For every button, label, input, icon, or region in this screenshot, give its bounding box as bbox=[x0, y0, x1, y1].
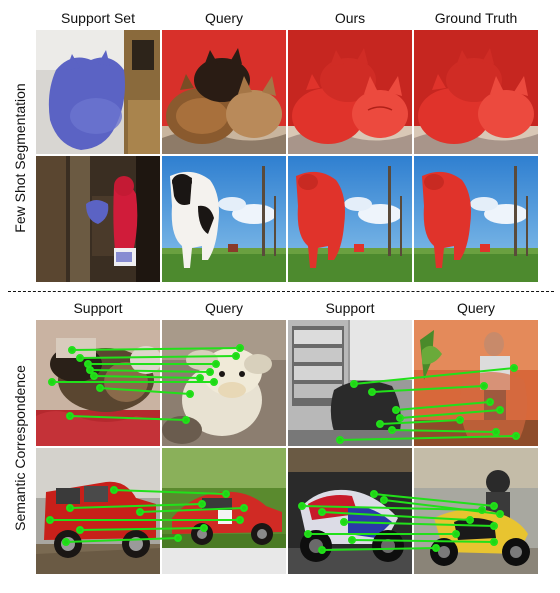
support-image-room bbox=[288, 320, 412, 446]
query-image-man bbox=[414, 320, 538, 446]
ground-truth-image-cow bbox=[414, 156, 538, 282]
header-support-right: Support bbox=[325, 300, 375, 316]
header-query-left: Query bbox=[204, 300, 244, 316]
support-image-cat bbox=[36, 30, 160, 154]
header-ground-truth: Ground Truth bbox=[434, 10, 518, 26]
side-label-few-shot: Few Shot Segmentation bbox=[12, 83, 28, 233]
query-image-sheep bbox=[162, 320, 286, 446]
query-image-cat bbox=[162, 30, 286, 154]
ours-image-cow bbox=[288, 156, 412, 282]
header-query: Query bbox=[204, 10, 244, 26]
side-label-semantic-correspondence: Semantic Correspondence bbox=[12, 365, 28, 531]
query-image-rider bbox=[414, 448, 538, 574]
section-divider bbox=[8, 291, 554, 292]
support-image-dog bbox=[36, 320, 160, 446]
support-image-motorbike bbox=[288, 448, 412, 574]
query-image-cow bbox=[162, 156, 286, 282]
header-support-set: Support Set bbox=[61, 10, 135, 26]
header-ours: Ours bbox=[334, 10, 366, 26]
header-query-right: Query bbox=[456, 300, 496, 316]
support-image-car bbox=[36, 448, 160, 574]
query-image-racecar bbox=[162, 448, 286, 574]
ours-image-cat bbox=[288, 30, 412, 154]
ground-truth-image-cat bbox=[414, 30, 538, 154]
support-image-cow bbox=[36, 156, 160, 282]
header-support-left: Support bbox=[73, 300, 123, 316]
